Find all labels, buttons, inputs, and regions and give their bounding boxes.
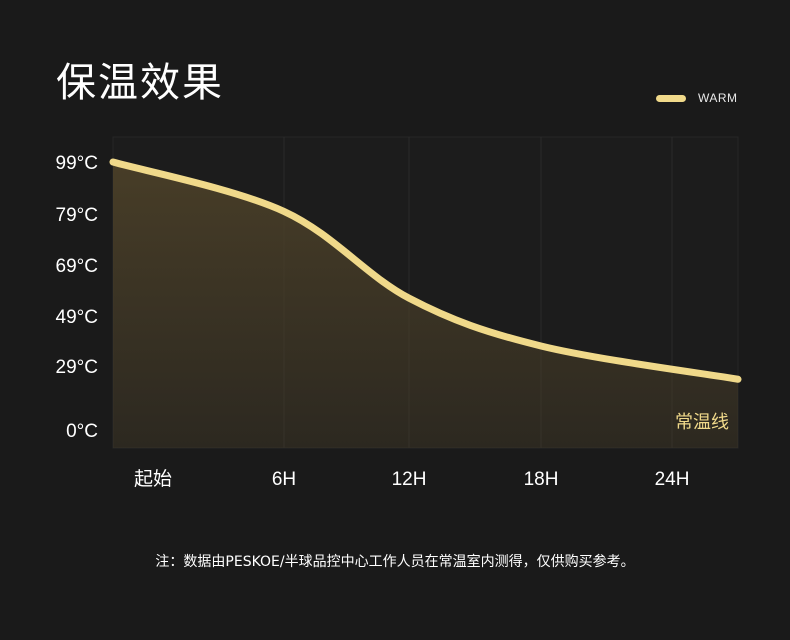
- x-tick-label: 起始: [134, 468, 172, 490]
- y-tick-label: 69°C: [56, 256, 98, 277]
- legend-label: WARM: [698, 91, 738, 105]
- x-tick-label: 24H: [655, 469, 690, 490]
- legend-swatch: [656, 94, 686, 102]
- x-axis: 起始 6H 12H 18H 24H: [134, 468, 689, 490]
- y-tick-label: 79°C: [56, 205, 98, 226]
- x-tick-label: 18H: [524, 469, 559, 490]
- y-tick-label: 49°C: [56, 307, 98, 328]
- footnote: 注：数据由PESKOE/半球品控中心工作人员在常温室内测得，仅供购买参考。: [155, 554, 635, 570]
- chart-title: 保温效果: [56, 60, 224, 106]
- y-tick-label: 0°C: [66, 421, 98, 442]
- y-tick-label: 29°C: [56, 357, 98, 378]
- x-tick-label: 6H: [272, 469, 296, 490]
- series-line-warm: [109, 158, 742, 383]
- y-axis: 99°C 79°C 69°C 49°C 29°C 0°C: [56, 153, 98, 442]
- x-tick-label: 12H: [392, 469, 427, 490]
- area-fill: [113, 162, 738, 448]
- y-tick-label: 99°C: [56, 153, 98, 174]
- ambient-line-annotation: 常温线: [675, 412, 729, 433]
- legend: WARM: [656, 88, 738, 108]
